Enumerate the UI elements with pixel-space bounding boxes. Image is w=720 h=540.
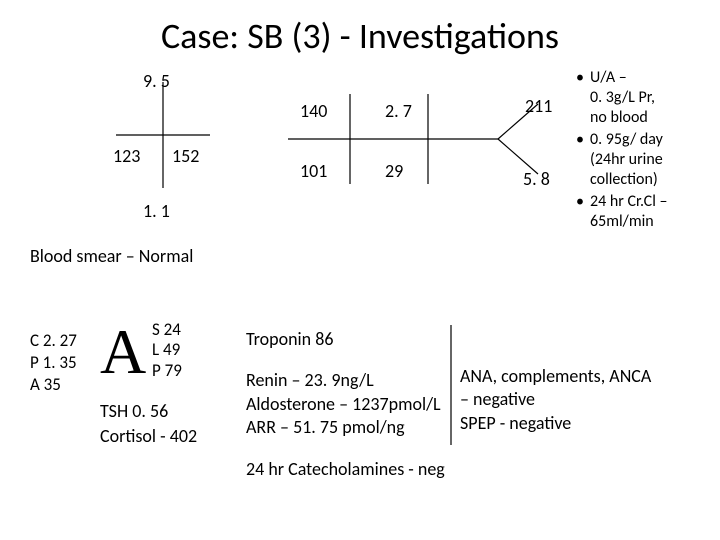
coag-p: P 1. 35 xyxy=(30,352,77,374)
cortisol-value: Cortisol - 402 xyxy=(100,425,197,447)
aldosterone: Aldosterone – 1237pmol/L xyxy=(246,393,445,416)
ana-line2: – negative xyxy=(460,388,705,411)
ana-line1: ANA, complements, ANCA xyxy=(460,365,705,388)
mid-results: Troponin 86 Renin – 23. 9ng/L Aldosteron… xyxy=(246,328,445,481)
big-a: A xyxy=(100,320,146,384)
bullet-crcl-l1: 24 hr Cr.Cl – xyxy=(590,192,667,211)
bullet-crcl-l2: 65ml/min xyxy=(590,212,654,231)
divider-vertical xyxy=(449,325,453,445)
slp-s: S 24 xyxy=(152,320,182,340)
blood-smear: Blood smear – Normal xyxy=(30,245,193,267)
bullet-urine: 0. 95g/ day (24hr urine collection) xyxy=(576,130,708,190)
bullet-ua: U/A – 0. 3g/L Pr, no blood xyxy=(576,68,708,128)
bullet-ua-l3: no blood xyxy=(590,108,648,127)
chem-k: 2. 7 xyxy=(385,100,412,122)
bullet-list: U/A – 0. 3g/L Pr, no blood 0. 95g/ day (… xyxy=(576,68,708,234)
bullet-urine-l1: 0. 95g/ day xyxy=(590,130,663,149)
cbc-other: 1. 1 xyxy=(143,200,170,222)
bullet-urine-l2: (24hr urine xyxy=(590,150,663,169)
bullet-urine-l3: collection) xyxy=(590,170,658,189)
tsh-value: TSH 0. 56 xyxy=(100,400,168,422)
renin: Renin – 23. 9ng/L xyxy=(246,369,445,392)
slp-l: L 49 xyxy=(152,340,182,360)
bullet-ua-l1: U/A – xyxy=(590,68,627,87)
coag-c: C 2. 27 xyxy=(30,330,77,352)
cbc-plt: 152 xyxy=(172,145,199,167)
slp-p: P 79 xyxy=(152,361,182,381)
chem-na: 140 xyxy=(300,100,327,122)
catecholamines: 24 hr Catecholamines - neg xyxy=(246,458,445,481)
spep-line: SPEP - negative xyxy=(460,412,705,435)
chem-cr: 5. 8 xyxy=(523,168,550,190)
troponin: Troponin 86 xyxy=(246,328,445,351)
chem-cl: 101 xyxy=(300,160,327,182)
arr: ARR – 51. 75 pmol/ng xyxy=(246,416,445,439)
cbc-hgb: 123 xyxy=(113,145,140,167)
coag-a: A 35 xyxy=(30,374,77,396)
chem-hco3: 29 xyxy=(385,160,403,182)
bullet-ua-l2: 0. 3g/L Pr, xyxy=(590,88,655,107)
cbc-wbc: 9. 5 xyxy=(143,70,170,92)
bullet-crcl: 24 hr Cr.Cl – 65ml/min xyxy=(576,192,708,232)
chem-bun: 211 xyxy=(525,95,552,117)
slide-title: Case: SB (3) - Investigations xyxy=(0,14,720,58)
lower-right-block: ANA, complements, ANCA – negative SPEP -… xyxy=(460,365,705,435)
